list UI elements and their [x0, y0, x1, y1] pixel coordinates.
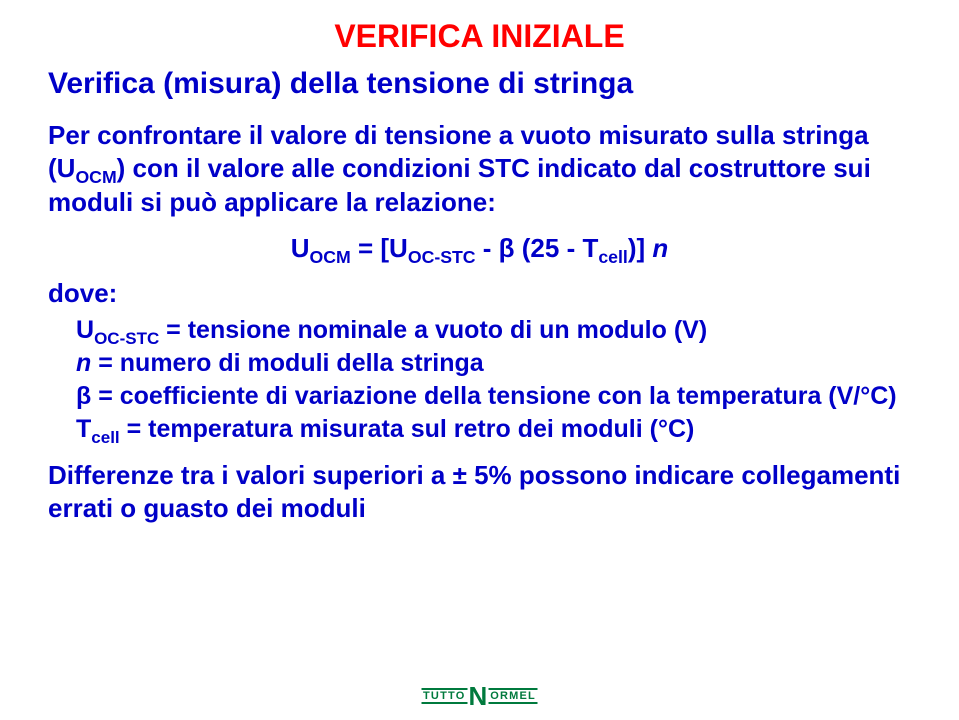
def4-pre: T [76, 415, 91, 443]
def-tcell: Tcell = temperatura misurata sul retro d… [76, 414, 911, 445]
logo-left: TUTTO [421, 688, 467, 704]
where-label: dove: [48, 278, 911, 309]
formula-mid: - β (25 - T [476, 233, 599, 263]
footer-logo: TUTTO N ORMEL [421, 685, 538, 706]
logo-right: ORMEL [488, 688, 538, 704]
formula-rhs-sub1: OC-STC [408, 247, 476, 267]
logo-n: N [468, 686, 487, 707]
intro-paragraph: Per confrontare il valore di tensione a … [48, 119, 911, 219]
slide-title: VERIFICA INIZIALE [48, 18, 911, 55]
def2-post: = numero di moduli della stringa [91, 349, 483, 377]
def1-post: = tensione nominale a vuoto di un modulo… [159, 316, 707, 344]
def1-pre: U [76, 316, 94, 344]
def1-sub: OC-STC [94, 329, 159, 348]
slide-subtitle: Verifica (misura) della tensione di stri… [48, 67, 911, 101]
formula-rhs-sub2: cell [598, 247, 627, 267]
def-n: n = numero di moduli della stringa [76, 348, 911, 379]
def4-sub: cell [91, 428, 119, 447]
closing-paragraph: Differenze tra i valori superiori a ± 5%… [48, 459, 911, 526]
def4-post: = temperatura misurata sul retro dei mod… [120, 415, 695, 443]
def-uocstc: UOC-STC = tensione nominale a vuoto di u… [76, 315, 911, 346]
formula-lhs-u: U [291, 233, 310, 263]
formula-lhs-sub: OCM [310, 247, 351, 267]
formula: UOCM = [UOC-STC - β (25 - Tcell)] n [48, 233, 911, 264]
formula-eq: = [U [351, 233, 408, 263]
formula-tail: )] [628, 233, 653, 263]
definition-list: UOC-STC = tensione nominale a vuoto di u… [48, 315, 911, 445]
intro-sub-ocm: OCM [75, 167, 116, 187]
intro-text-post: ) con il valore alle condizioni STC indi… [48, 153, 871, 216]
def2-pre: n [76, 349, 91, 377]
slide: VERIFICA INIZIALE Verifica (misura) dell… [0, 0, 959, 720]
def-beta: β = coefficiente di variazione della ten… [76, 381, 911, 412]
formula-n: n [652, 233, 668, 263]
